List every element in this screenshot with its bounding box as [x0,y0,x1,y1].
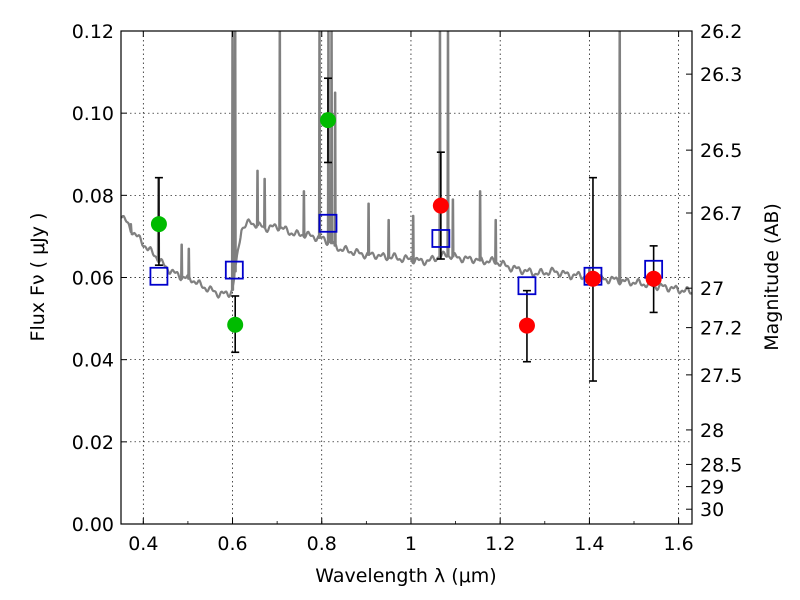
model-square-marker [224,260,244,280]
model-square-marker [517,276,537,296]
photometry-red-marker [645,270,662,287]
right-tick-label: 28.5 [700,454,742,476]
right-tick-label: 26.2 [700,21,742,43]
x-tick-label: 1 [405,533,417,555]
y-tick-label: 0.02 [72,432,114,454]
photometry-green-marker [150,216,167,233]
right-tick-label: 26.5 [700,140,742,162]
y-tick-label: 0.12 [72,21,114,43]
right-tick-label: 26.7 [700,203,742,225]
x-tick-label: 0.4 [128,533,158,555]
right-tick-label: 27.5 [700,365,742,387]
x-tick-label: 0.6 [217,533,247,555]
right-tick-label: 30 [700,499,724,521]
x-tick-label: 1.6 [664,533,694,555]
photometry-green-marker [319,112,336,129]
x-tick-label: 0.8 [307,533,337,555]
model-square-marker [149,266,169,286]
photometry-red-marker [584,270,601,287]
photometry-green-marker [227,316,244,333]
x-axis-label: Wavelength λ (μm) [315,565,496,587]
photometry-red-marker [432,197,449,214]
photometry-red-marker [518,317,535,334]
model-square-marker [431,229,451,248]
right-axis-label: Magnitude (AB) [761,203,783,351]
x-tick-label: 1.4 [574,533,604,555]
axis-ticks: 0.4 0.6 0.8 1 1.2 1.4 1.6 0.00 0.02 0.04 0.06 0.08 0… [72,21,743,555]
right-tick-label: 29 [700,477,724,499]
right-tick-label: 27.2 [700,318,742,340]
y-tick-label: 0.00 [72,514,114,536]
right-tick-label: 27 [700,278,724,300]
y-tick-label: 0.06 [72,268,114,290]
right-tick-label: 28 [700,420,724,442]
y-axis-label: Flux Fν ( μJy ) [27,213,49,342]
y-tick-label: 0.04 [72,350,114,372]
grid [121,30,692,525]
y-tick-label: 0.10 [72,103,114,125]
x-tick-label: 1.2 [485,533,515,555]
data-points [149,77,664,382]
model-square-marker [318,213,338,233]
y-tick-label: 0.08 [72,185,114,207]
right-tick-label: 26.3 [700,64,742,86]
